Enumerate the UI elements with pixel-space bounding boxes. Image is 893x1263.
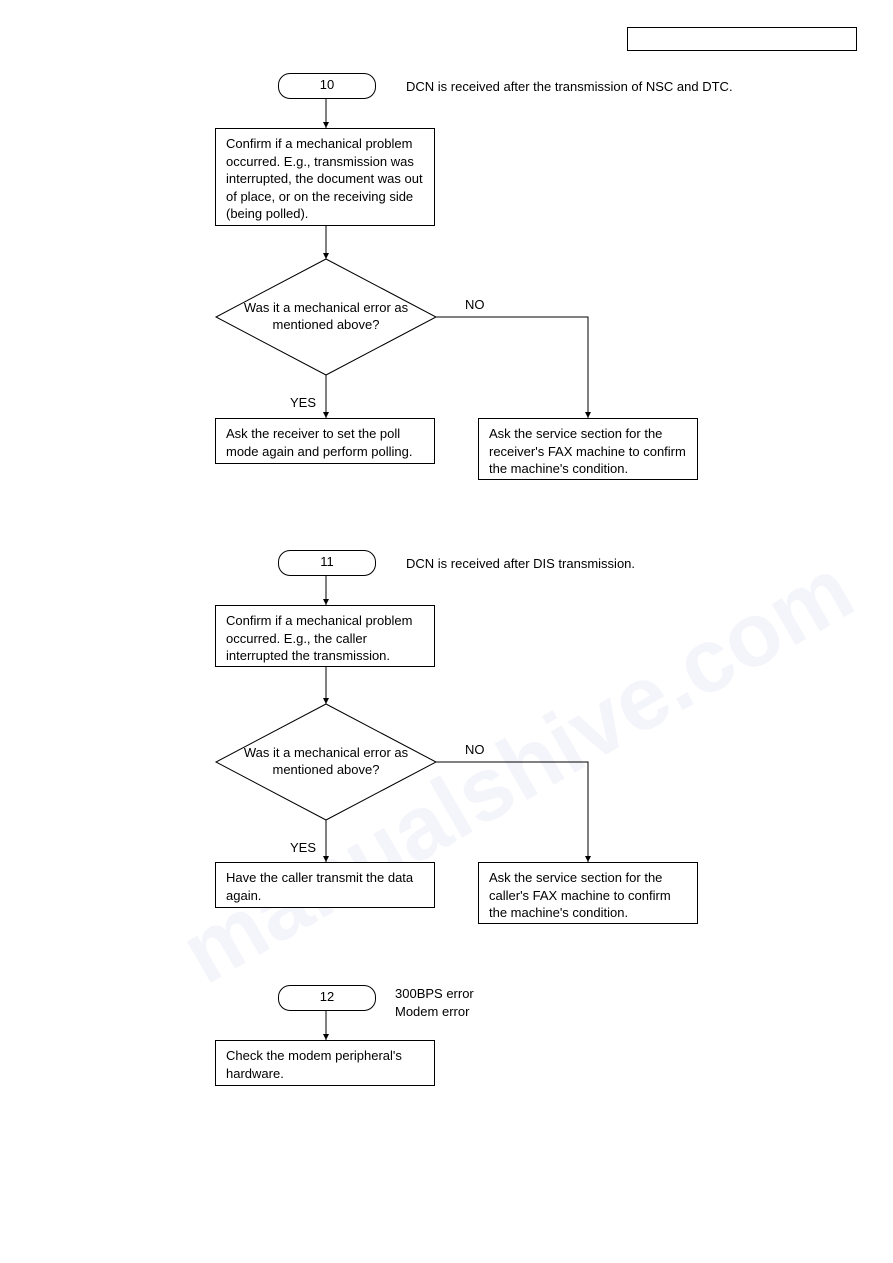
fc11-pill-caption: DCN is received after DIS transmission.: [406, 555, 635, 573]
header-box: [627, 27, 857, 51]
fc11-decision-label: Was it a mechanical error as mentioned a…: [236, 745, 416, 779]
fc10-decision-label: Was it a mechanical error as mentioned a…: [236, 300, 416, 334]
fc11-yes-box: Have the caller transmit the data again.: [215, 862, 435, 908]
fc12-start-pill: 12: [278, 985, 376, 1011]
fc10-no-box: Ask the service section for the receiver…: [478, 418, 698, 480]
fc12-pill-caption: 300BPS error Modem error: [395, 985, 474, 1020]
fc11-step1: Confirm if a mechanical problem occurred…: [215, 605, 435, 667]
fc10-pill-caption: DCN is received after the transmission o…: [406, 78, 733, 96]
fc12-step1: Check the modem peripheral's hardware.: [215, 1040, 435, 1086]
fc11-start-pill: 11: [278, 550, 376, 576]
fc11-no-label: NO: [465, 741, 485, 759]
fc11-yes-label: YES: [290, 839, 316, 857]
page: manualshive.com 10 DCN is received after…: [0, 0, 893, 1263]
fc10-yes-label: YES: [290, 394, 316, 412]
fc10-step1: Confirm if a mechanical problem occurred…: [215, 128, 435, 226]
fc10-start-pill: 10: [278, 73, 376, 99]
fc10-no-label: NO: [465, 296, 485, 314]
fc10-yes-box: Ask the receiver to set the poll mode ag…: [215, 418, 435, 464]
fc11-no-box: Ask the service section for the caller's…: [478, 862, 698, 924]
